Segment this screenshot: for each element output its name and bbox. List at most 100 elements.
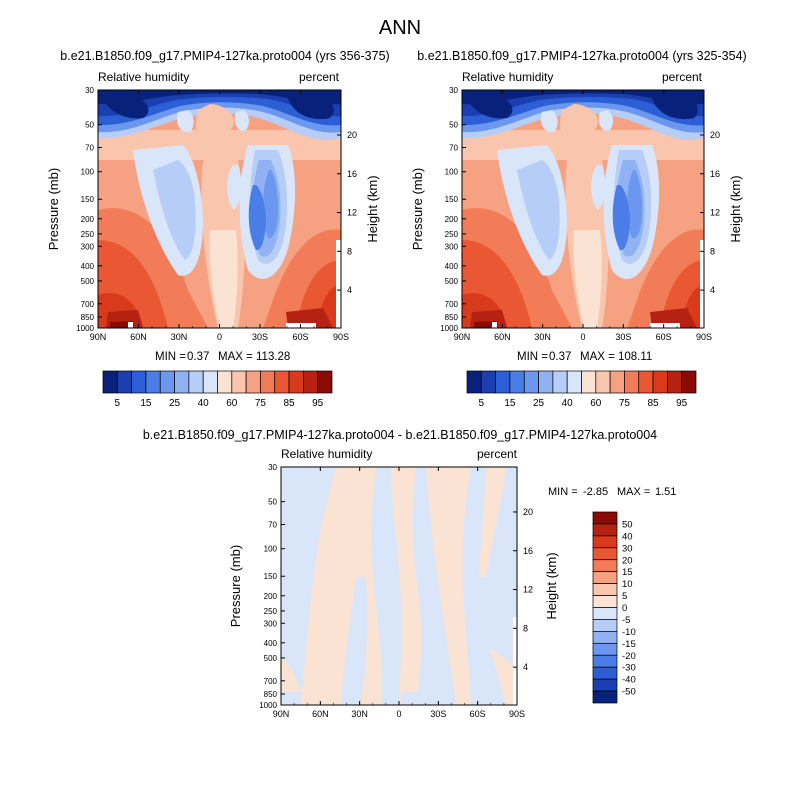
y-tick-label: 100 [445, 168, 459, 177]
y-right-tick-label: 4 [523, 662, 528, 672]
main-title: ANN [379, 17, 421, 39]
y-tick-label: 150 [264, 572, 278, 581]
panel-a-contour-field [98, 90, 341, 328]
colorbar-swatch [260, 370, 276, 394]
colorbar-swatch [592, 523, 618, 537]
colorbar-swatch [592, 666, 618, 680]
panel-b-y-label: Pressure (mb) [410, 168, 425, 250]
colorbar-swatch [288, 370, 304, 394]
panel-b-max-value: 108.11 [618, 351, 652, 363]
colorbar-swatch [681, 370, 697, 394]
colorbar-swatch [495, 370, 511, 394]
x-tick-label: 60S [470, 709, 486, 719]
colorbar-label: 40 [622, 531, 633, 542]
colorbar-swatch [592, 595, 618, 608]
x-tick-label: 60S [656, 332, 672, 342]
colorbar-swatch [480, 370, 496, 394]
panel-c-right-label: percent [477, 447, 518, 461]
colorbar-label: 5 [115, 398, 121, 409]
y-tick-label: 400 [264, 639, 278, 648]
colorbar-swatch [159, 370, 175, 394]
colorbar-swatch [145, 370, 161, 394]
x-tick-label: 60S [292, 332, 308, 342]
panel-b-max-label: MAX = [580, 351, 615, 363]
y-tick-label: 70 [85, 144, 94, 153]
y-right-tick-label: 4 [710, 285, 715, 295]
panel-b: b.e21.B1850.f09_g17.PMIP4-127ka.proto004… [410, 49, 747, 409]
y-tick-label: 30 [449, 86, 458, 95]
colorbar-label: 30 [622, 543, 633, 554]
colorbar-swatch [174, 370, 190, 394]
colorbar-swatch [592, 535, 618, 549]
panel-c-max-label: MAX = [617, 486, 650, 498]
x-tick-label: 30S [252, 332, 268, 342]
y-tick-label: 200 [445, 215, 459, 224]
colorbar-swatch [667, 370, 683, 394]
colorbar-swatch [303, 370, 319, 394]
x-tick-label: 60N [312, 709, 329, 719]
y-tick-label: 50 [85, 121, 94, 130]
colorbar-swatch [592, 559, 618, 573]
colorbar-swatch [595, 370, 611, 394]
colorbar-label: 60 [226, 398, 238, 409]
colorbar-swatch [131, 370, 147, 394]
panel-b-contour-field [462, 90, 704, 328]
y-right-tick-label: 16 [347, 169, 357, 179]
colorbar-label: 75 [619, 398, 631, 409]
colorbar-swatch [652, 370, 668, 394]
colorbar-swatch [116, 370, 132, 394]
colorbar-label: 0 [622, 603, 627, 614]
panel-a: b.e21.B1850.f09_g17.PMIP4-127ka.proto004… [46, 49, 390, 409]
y-tick-label: 700 [264, 677, 278, 686]
colorbar-swatch [592, 690, 618, 704]
colorbar-label: 50 [622, 519, 633, 530]
colorbar-swatch [592, 583, 618, 596]
panel-c-min-label: MIN = [548, 486, 578, 498]
y-tick-label: 300 [445, 242, 459, 251]
panel-a-y-right-label: Height (km) [365, 175, 380, 242]
y-tick-label: 1000 [259, 701, 277, 710]
panel-b-left-label: Relative humidity [462, 70, 553, 84]
panel-b-min-label: MIN = [517, 351, 548, 363]
x-tick-label: 90S [333, 332, 349, 342]
panel-a-min-value: 0.37 [187, 351, 209, 363]
panel-b-min-value: 0.37 [549, 351, 571, 363]
panel-c-contour-field [281, 467, 517, 705]
colorbar-swatch [317, 370, 333, 394]
y-tick-label: 70 [449, 144, 458, 153]
colorbar-label: 20 [622, 555, 633, 566]
x-tick-label: 30S [615, 332, 631, 342]
y-tick-label: 250 [264, 607, 278, 616]
colorbar-label: 5 [622, 591, 627, 602]
y-right-tick-label: 4 [347, 285, 352, 295]
panel-a-max-value: 113.28 [256, 351, 290, 363]
y-tick-label: 400 [445, 262, 459, 271]
y-right-tick-label: 16 [710, 169, 720, 179]
panel-c-y-right-label: Height (km) [544, 552, 559, 619]
colorbar-label: -40 [622, 675, 636, 686]
colorbar-swatch [509, 370, 525, 394]
y-tick-label: 300 [264, 619, 278, 628]
colorbar-swatch [638, 370, 654, 394]
y-tick-label: 850 [264, 690, 278, 699]
colorbar-label: 40 [198, 398, 210, 409]
x-tick-label: 0 [396, 709, 401, 719]
x-tick-label: 90N [273, 709, 290, 719]
colorbar-swatch [592, 654, 618, 668]
colorbar-swatch [566, 370, 582, 394]
x-tick-label: 0 [580, 332, 585, 342]
colorbar-label: 40 [562, 398, 574, 409]
y-tick-label: 300 [81, 242, 95, 251]
colorbar-swatch [523, 370, 539, 394]
colorbar-label: 95 [312, 398, 324, 409]
colorbar-swatch [592, 619, 618, 632]
panel-b-x-axis: 90N 60N 30N 0 30S 60S 90S [454, 90, 712, 342]
y-tick-label: 1000 [440, 324, 458, 333]
panel-c-max-value: 1.51 [655, 486, 676, 498]
panel-a-y-label: Pressure (mb) [46, 168, 61, 250]
colorbar-swatch [592, 642, 618, 656]
colorbar-swatch [202, 370, 218, 394]
y-right-tick-label: 16 [523, 546, 533, 556]
